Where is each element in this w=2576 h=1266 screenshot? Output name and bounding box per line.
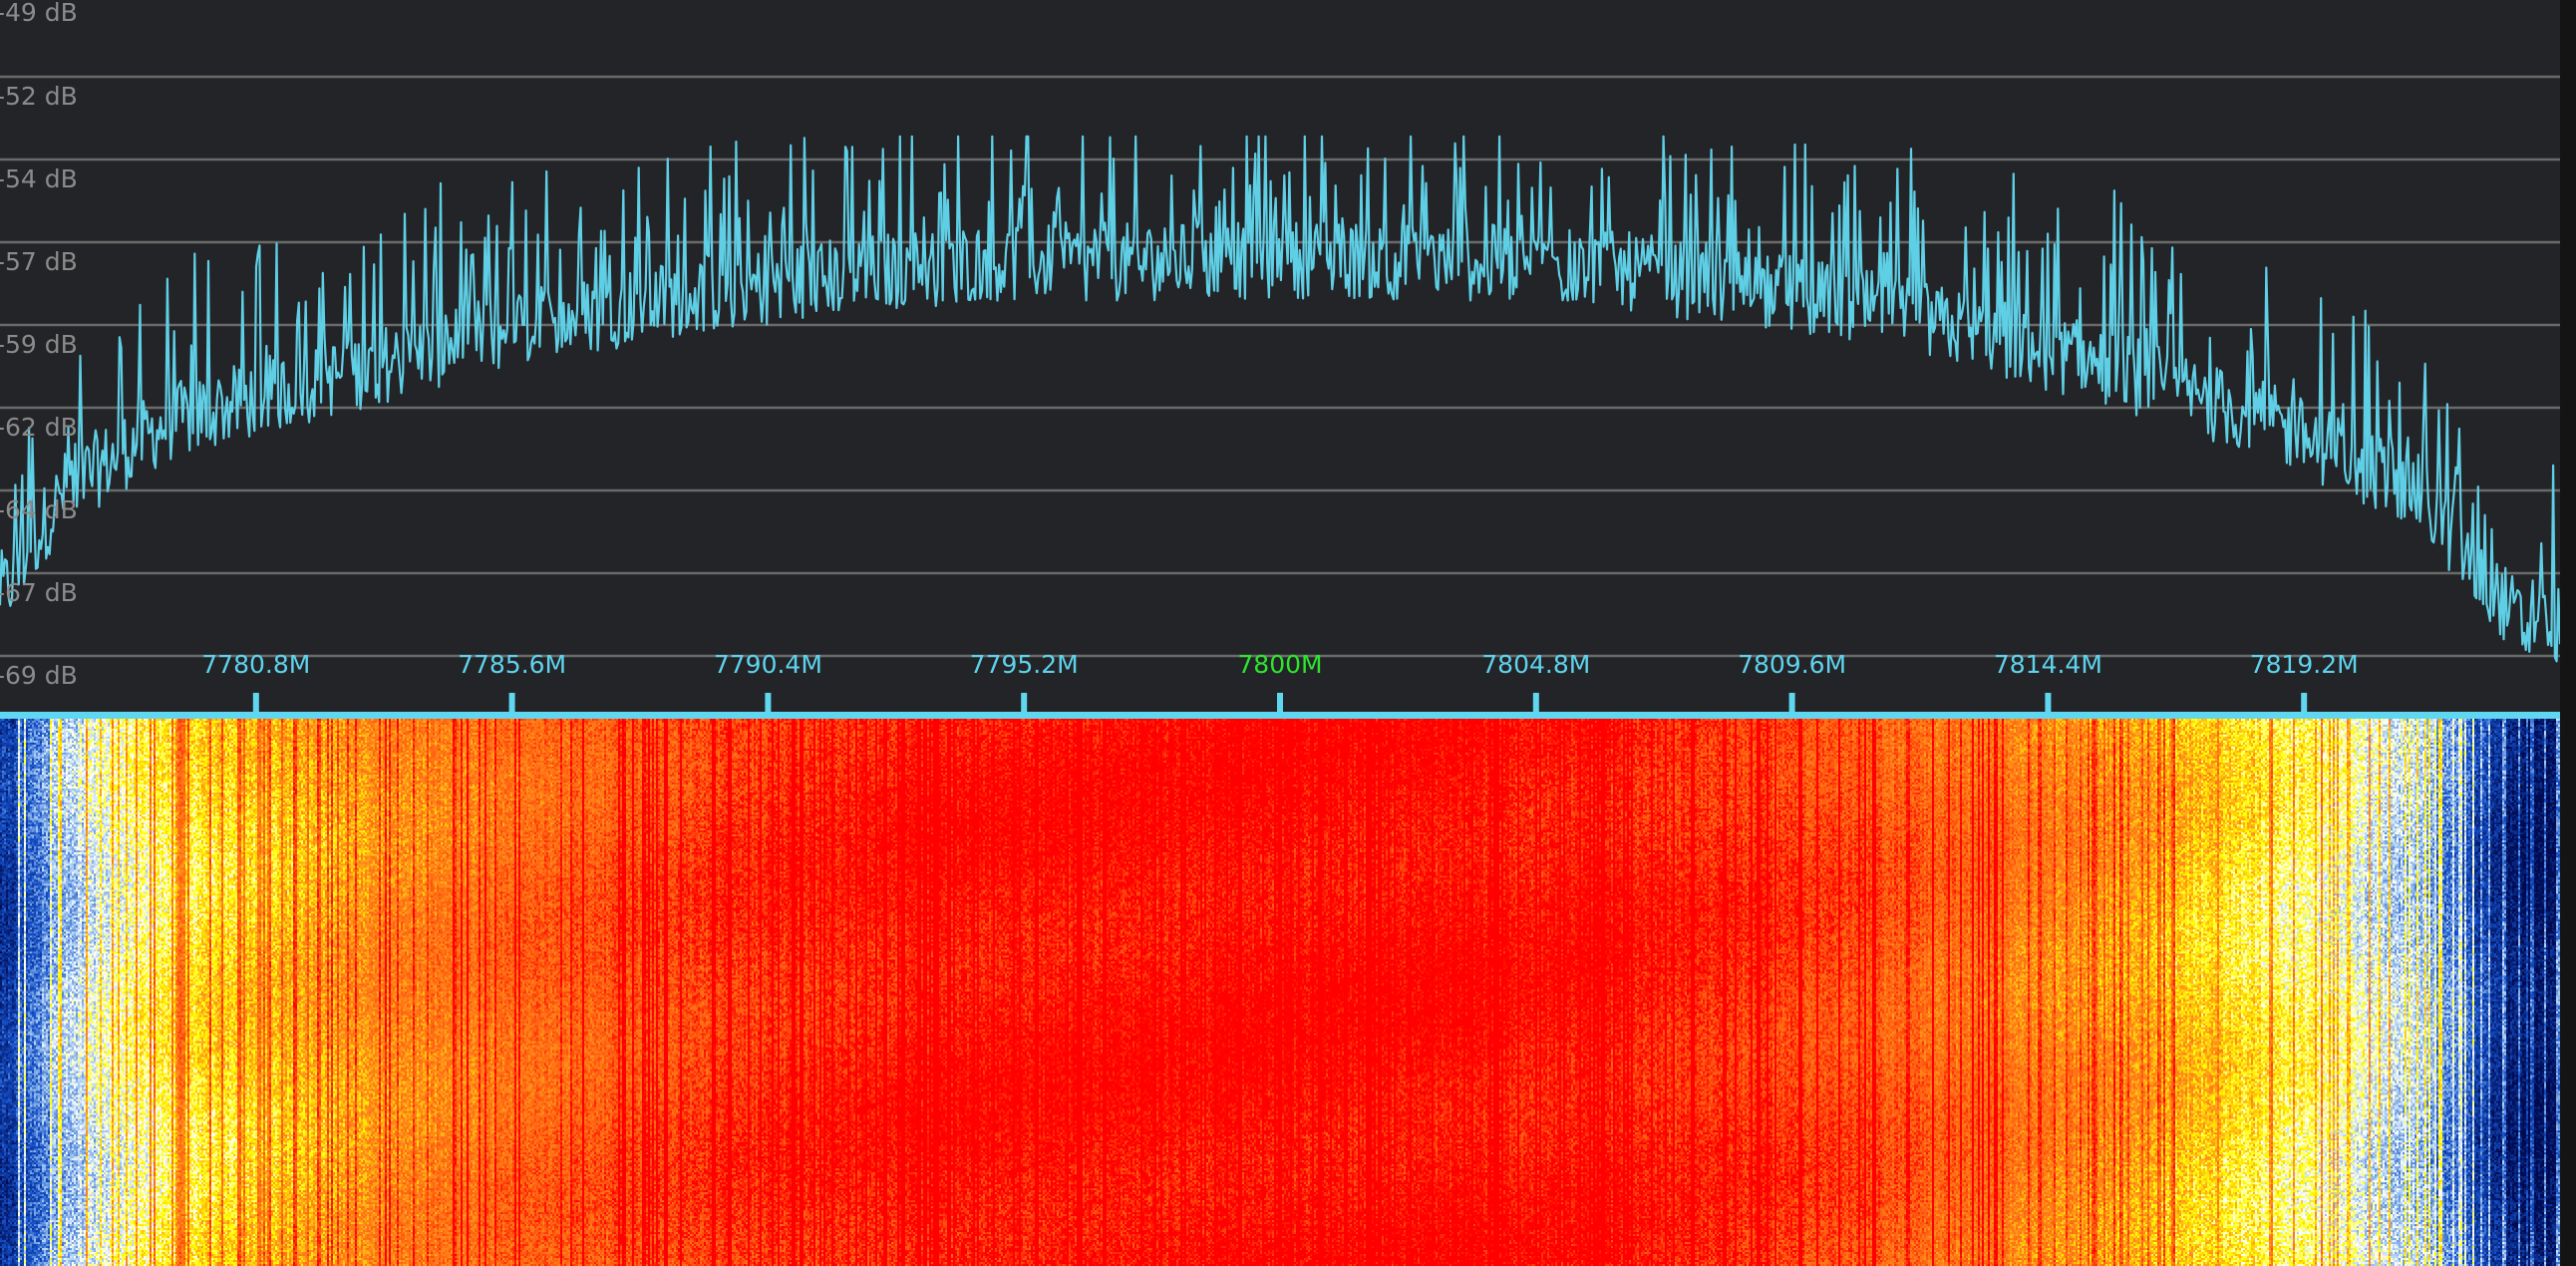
db-tick-label: -54 dB bbox=[0, 164, 78, 193]
db-tick-label: -64 dB bbox=[0, 495, 78, 524]
frequency-tick bbox=[2301, 693, 2308, 715]
frequency-tick bbox=[1277, 693, 1283, 715]
frequency-tick-label: 7809.6M bbox=[1738, 650, 1847, 679]
frequency-tick bbox=[1788, 693, 1795, 715]
frequency-tick bbox=[2045, 693, 2052, 715]
frequency-tick-label: 7800M bbox=[1237, 650, 1323, 679]
db-tick-label: -62 dB bbox=[0, 413, 78, 442]
frequency-tick-label: 7819.2M bbox=[2249, 650, 2359, 679]
db-tick-label: -52 dB bbox=[0, 82, 78, 111]
frequency-axis-line bbox=[0, 712, 2560, 719]
frequency-tick bbox=[1532, 693, 1539, 715]
waterfall-display[interactable] bbox=[0, 719, 2560, 1266]
frequency-tick bbox=[1021, 693, 1028, 715]
frequency-tick bbox=[508, 693, 515, 715]
db-tick-label: -59 dB bbox=[0, 330, 78, 359]
spectrum-trace bbox=[0, 135, 2560, 663]
spectrum-svg bbox=[0, 75, 2560, 719]
frequency-tick-label: 7790.4M bbox=[713, 650, 822, 679]
db-tick-label: -67 dB bbox=[0, 578, 78, 607]
db-tick-label: -57 dB bbox=[0, 247, 78, 276]
scrollbar-track[interactable] bbox=[2560, 0, 2576, 1266]
db-tick-label: -49 dB bbox=[0, 0, 78, 27]
frequency-tick bbox=[252, 693, 259, 715]
frequency-tick-label: 7814.4M bbox=[1993, 650, 2102, 679]
frequency-tick-label: 7795.2M bbox=[969, 650, 1079, 679]
frequency-tick-label: 7804.8M bbox=[1481, 650, 1591, 679]
db-tick-label: -69 dB bbox=[0, 661, 78, 690]
frequency-tick-label: 7780.8M bbox=[201, 650, 311, 679]
frequency-tick bbox=[765, 693, 772, 715]
frequency-tick-label: 7785.6M bbox=[458, 650, 567, 679]
